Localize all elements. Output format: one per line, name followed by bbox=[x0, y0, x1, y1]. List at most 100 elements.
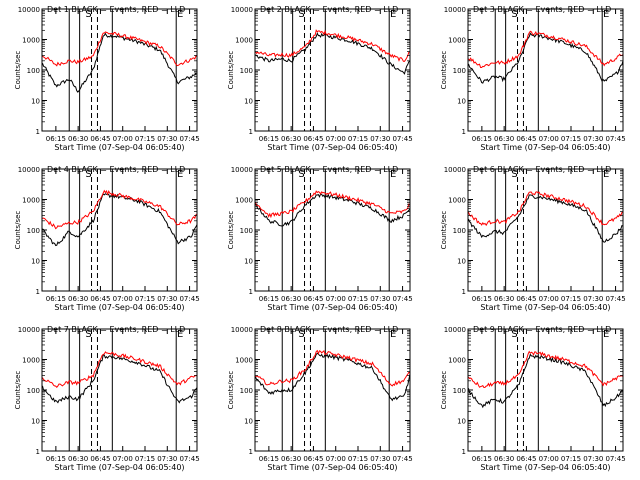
y-tick-label: 1 bbox=[462, 288, 466, 296]
end-marker-label: E bbox=[177, 329, 183, 340]
end-marker-label: E bbox=[177, 169, 183, 180]
x-tick-label: 07:45 bbox=[605, 295, 625, 303]
y-tick-label: 100 bbox=[27, 227, 40, 235]
panel-det-9: 1 10 100 1000 10000 06:15 06:30 06:45 07:00 07:15… bbox=[440, 325, 626, 472]
x-tick-label: 07:00 bbox=[539, 295, 559, 303]
x-tick-label: 07:30 bbox=[583, 455, 603, 463]
x-tick-label: 06:30 bbox=[68, 295, 88, 303]
end-marker-label: E bbox=[177, 9, 183, 20]
x-tick-label: 06:45 bbox=[90, 455, 110, 463]
x-tick-label: 07:45 bbox=[179, 295, 199, 303]
panel-det-3: 1 10 100 1000 10000 06:15 06:30 06:45 07:00 07:15… bbox=[440, 5, 626, 152]
x-tick-label: 07:15 bbox=[135, 135, 155, 143]
y-tick-label: 1 bbox=[36, 288, 40, 296]
y-tick-label: 100 bbox=[240, 67, 253, 75]
y-tick-label: 10000 bbox=[18, 166, 40, 174]
events-series-line bbox=[42, 32, 197, 93]
end-marker-label: E bbox=[390, 169, 396, 180]
lld-series-line bbox=[468, 350, 623, 389]
x-tick-label: 06:30 bbox=[281, 455, 301, 463]
y-tick-label: 10 bbox=[244, 258, 253, 266]
panel-title: Det 1 BLACK = Events, RED = LLD bbox=[47, 5, 185, 14]
x-tick-label: 07:00 bbox=[113, 295, 133, 303]
x-tick-label: 07:30 bbox=[157, 295, 177, 303]
y-axis-label: Counts/sec bbox=[227, 371, 235, 410]
y-tick-label: 1000 bbox=[448, 197, 466, 205]
start-marker-label: S bbox=[511, 9, 517, 20]
x-tick-label: 06:30 bbox=[281, 135, 301, 143]
start-marker-label: S bbox=[85, 9, 91, 20]
lld-series-line bbox=[42, 189, 197, 230]
x-tick-label: 07:30 bbox=[370, 295, 390, 303]
events-series-line bbox=[468, 194, 623, 243]
x-tick-label: 06:45 bbox=[303, 295, 323, 303]
x-tick-label: 07:00 bbox=[539, 455, 559, 463]
x-tick-label: 07:15 bbox=[561, 135, 581, 143]
panel-det-7: 1 10 100 1000 10000 06:15 06:30 06:45 07:00 07:15… bbox=[14, 325, 200, 472]
x-tick-label: 07:15 bbox=[561, 455, 581, 463]
y-tick-label: 10000 bbox=[231, 326, 253, 334]
x-axis-label: Start Time (07-Sep-04 06:05:40) bbox=[54, 463, 184, 472]
y-tick-label: 10000 bbox=[231, 6, 253, 14]
x-tick-label: 07:15 bbox=[561, 295, 581, 303]
x-tick-label: 07:45 bbox=[605, 135, 625, 143]
x-tick-label: 07:30 bbox=[370, 455, 390, 463]
y-tick-label: 10 bbox=[457, 258, 466, 266]
x-tick-label: 07:45 bbox=[179, 455, 199, 463]
x-tick-label: 07:30 bbox=[157, 455, 177, 463]
y-tick-label: 100 bbox=[453, 227, 466, 235]
x-tick-label: 06:15 bbox=[46, 295, 66, 303]
x-tick-label: 06:30 bbox=[281, 295, 301, 303]
y-tick-label: 10 bbox=[457, 418, 466, 426]
panel-title: Det 9 BLACK = Events, RED = LLD bbox=[473, 325, 611, 334]
x-tick-label: 07:15 bbox=[135, 455, 155, 463]
y-tick-label: 1 bbox=[36, 128, 40, 136]
x-tick-label: 07:30 bbox=[370, 135, 390, 143]
y-tick-label: 1000 bbox=[22, 197, 40, 205]
x-tick-label: 06:45 bbox=[516, 295, 536, 303]
y-axis-label: Counts/sec bbox=[440, 211, 448, 250]
start-marker-label: S bbox=[298, 329, 304, 340]
y-tick-label: 1000 bbox=[448, 357, 466, 365]
panel-det-6: 1 10 100 1000 10000 06:15 06:30 06:45 07:00 07:15… bbox=[440, 165, 626, 312]
y-tick-label: 1 bbox=[462, 128, 466, 136]
x-tick-label: 07:00 bbox=[113, 455, 133, 463]
y-tick-label: 100 bbox=[240, 227, 253, 235]
y-axis-label: Counts/sec bbox=[14, 211, 22, 250]
x-tick-label: 06:30 bbox=[494, 455, 514, 463]
y-axis-label: Counts/sec bbox=[227, 211, 235, 250]
x-tick-label: 06:30 bbox=[494, 295, 514, 303]
y-tick-label: 1000 bbox=[448, 37, 466, 45]
y-tick-label: 1000 bbox=[235, 37, 253, 45]
x-tick-label: 07:45 bbox=[179, 135, 199, 143]
panel-title: Det 6 BLACK = Events, RED = LLD bbox=[473, 165, 611, 174]
lld-series-line bbox=[255, 190, 410, 219]
lld-series-line bbox=[255, 29, 410, 62]
y-tick-label: 1 bbox=[249, 448, 253, 456]
x-tick-label: 06:15 bbox=[259, 455, 279, 463]
panel-det-8: 1 10 100 1000 10000 06:15 06:30 06:45 07:00 07:15… bbox=[227, 325, 413, 472]
x-tick-label: 06:30 bbox=[68, 455, 88, 463]
x-tick-label: 07:00 bbox=[326, 135, 346, 143]
x-tick-label: 06:15 bbox=[46, 135, 66, 143]
y-axis-label: Counts/sec bbox=[440, 371, 448, 410]
x-axis-label: Start Time (07-Sep-04 06:05:40) bbox=[480, 463, 610, 472]
x-tick-label: 06:45 bbox=[516, 135, 536, 143]
y-tick-label: 1 bbox=[462, 448, 466, 456]
start-marker-label: S bbox=[85, 329, 91, 340]
end-marker-label: E bbox=[603, 169, 609, 180]
x-tick-label: 06:45 bbox=[516, 455, 536, 463]
x-tick-label: 07:00 bbox=[326, 295, 346, 303]
y-tick-label: 100 bbox=[27, 387, 40, 395]
x-tick-label: 07:00 bbox=[539, 135, 559, 143]
panel-det-2: 1 10 100 1000 10000 06:15 06:30 06:45 07:00 07:15… bbox=[227, 5, 413, 152]
x-tick-label: 06:45 bbox=[90, 295, 110, 303]
y-tick-label: 10 bbox=[244, 418, 253, 426]
x-tick-label: 07:45 bbox=[605, 455, 625, 463]
y-tick-label: 1 bbox=[249, 128, 253, 136]
panel-det-1: 1 10 100 1000 10000 06:15 06:30 06:45 07:00 07:15… bbox=[14, 5, 200, 152]
x-axis-label: Start Time (07-Sep-04 06:05:40) bbox=[480, 143, 610, 152]
x-tick-label: 06:15 bbox=[472, 135, 492, 143]
panel-det-5: 1 10 100 1000 10000 06:15 06:30 06:45 07:00 07:15… bbox=[227, 165, 413, 312]
